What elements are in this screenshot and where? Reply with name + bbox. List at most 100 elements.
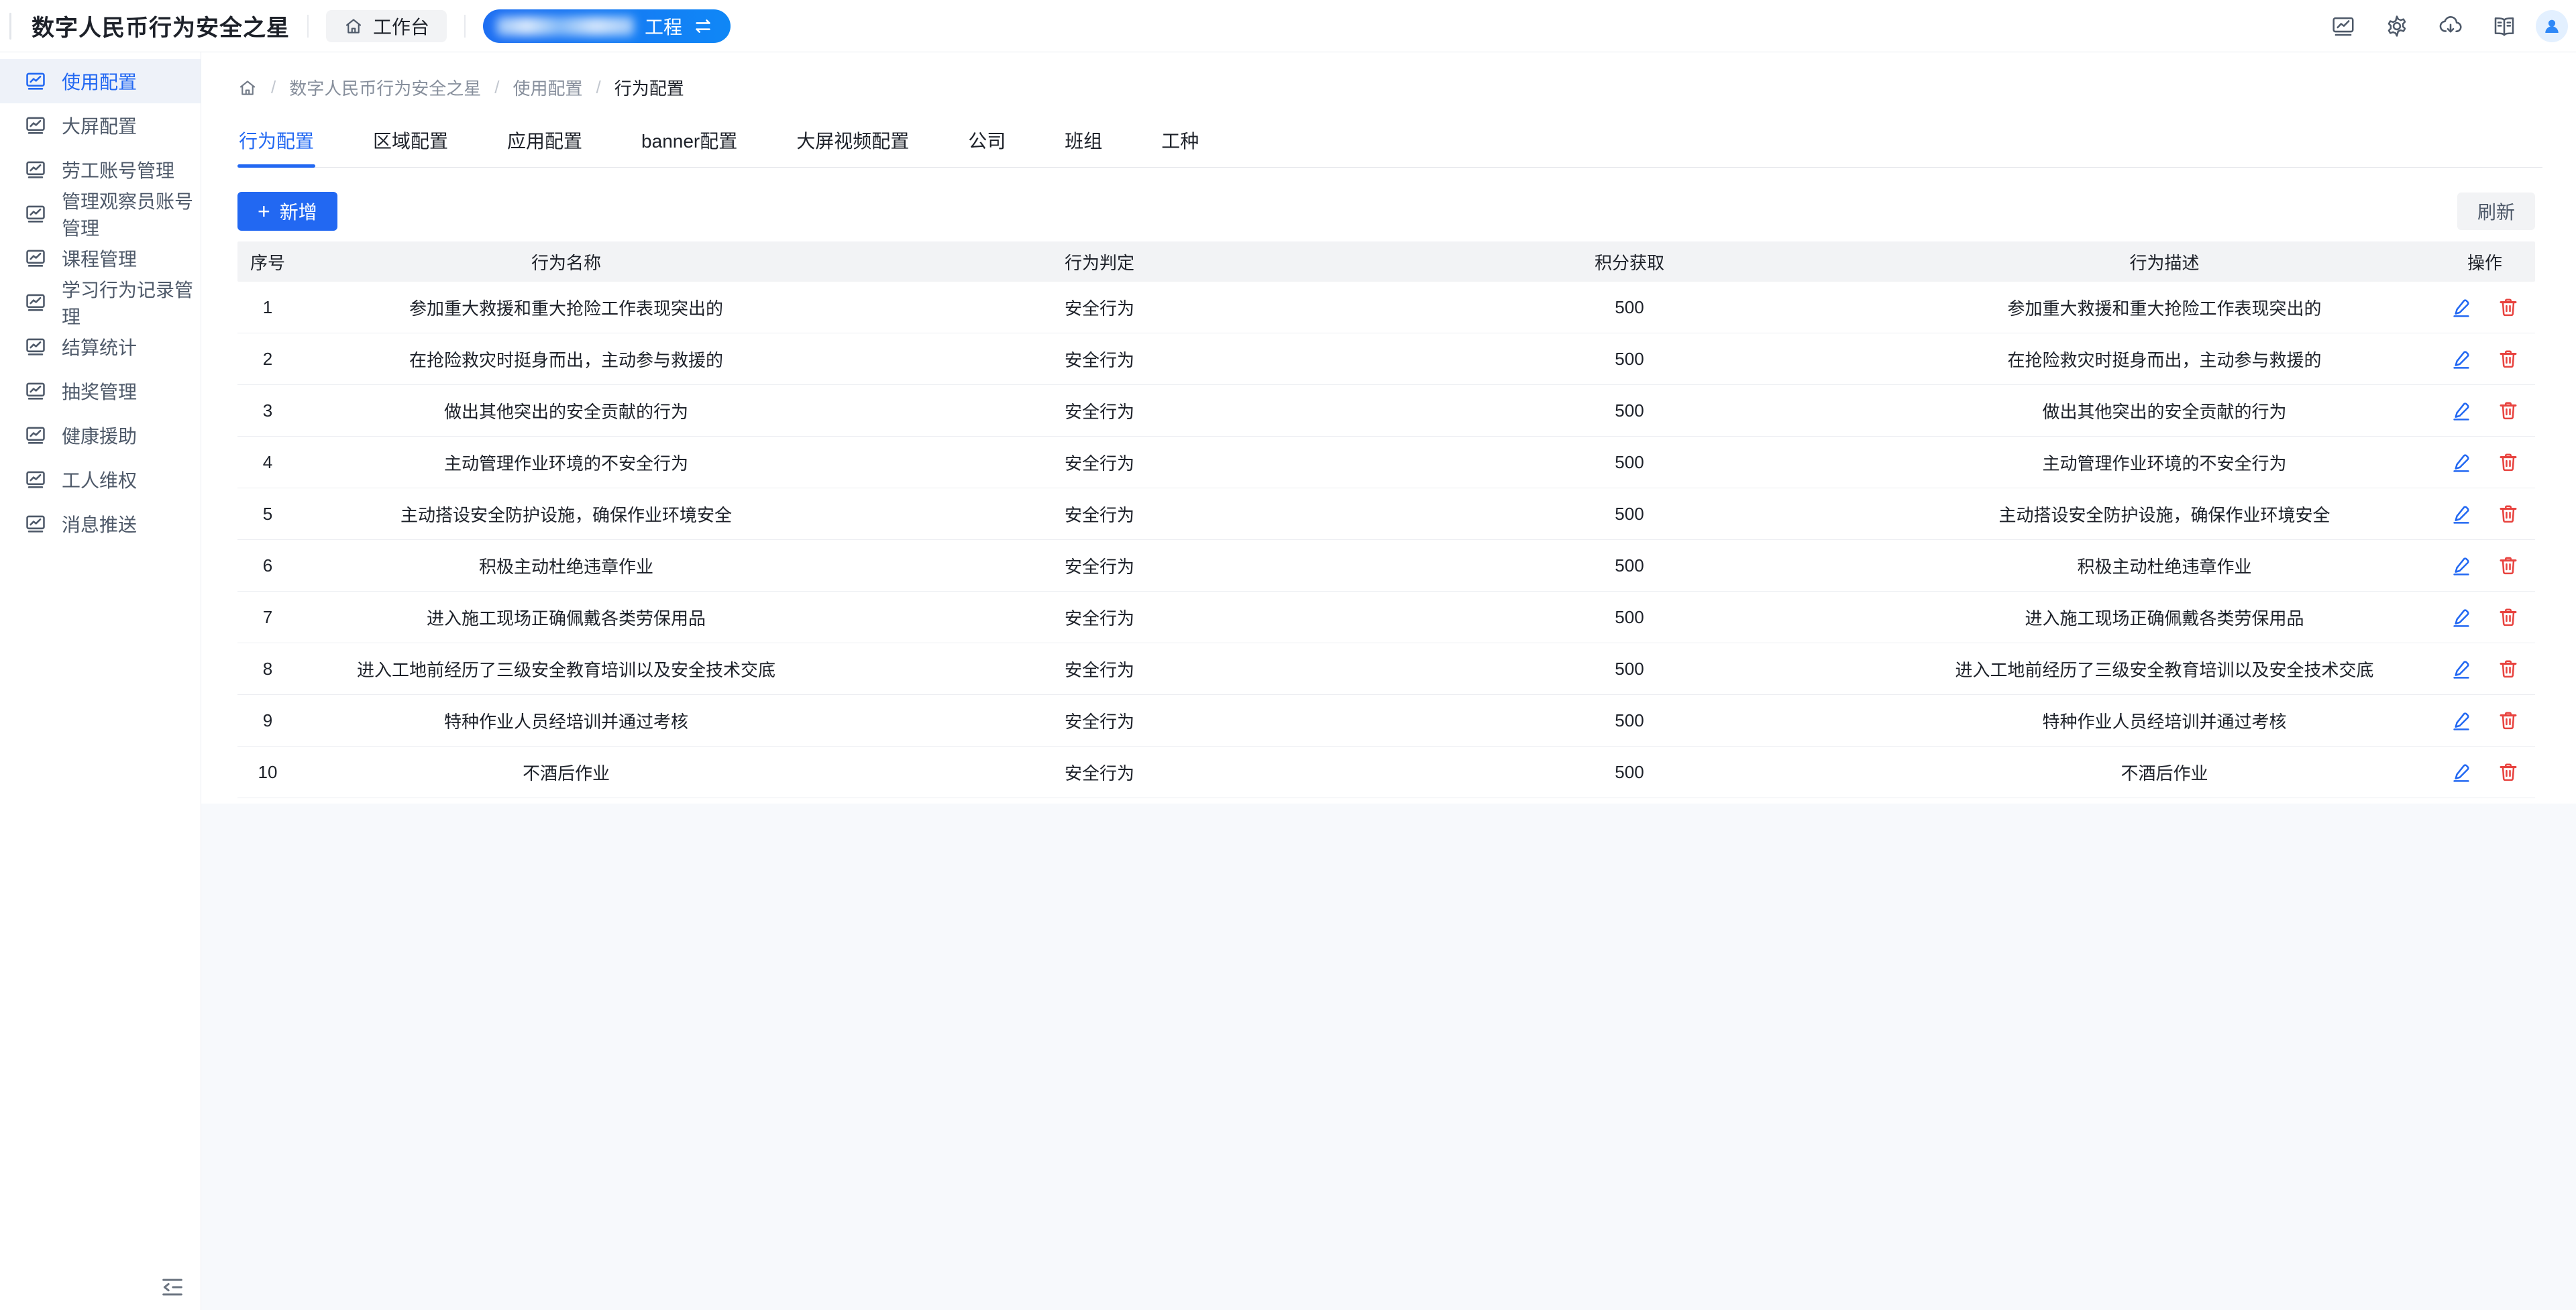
edit-row-button[interactable] — [2451, 503, 2472, 525]
table-body: 1 参加重大救援和重大抢险工作表现突出的 安全行为 500 参加重大救援和重大抢险工作表… — [237, 282, 2535, 798]
delete-row-button[interactable] — [2498, 606, 2519, 628]
sidebar-item[interactable]: 工人维权 — [0, 457, 201, 502]
sidebar-item-label: 管理观察员账号管理 — [62, 191, 194, 239]
sidebar-item[interactable]: 抽奖管理 — [0, 369, 201, 413]
edit-row-button[interactable] — [2451, 710, 2472, 731]
edit-row-button[interactable] — [2451, 555, 2472, 576]
cloud-download-icon[interactable] — [2438, 13, 2463, 39]
behavior-name-cell: 在抢险救灾时挺身而出，主动参与救援的 — [409, 349, 723, 370]
sidebar-item[interactable]: 结算统计 — [0, 325, 201, 369]
column-header: 行为描述 — [2129, 252, 2200, 273]
docs-icon[interactable] — [2491, 13, 2517, 39]
points-cell: 500 — [1615, 761, 1644, 782]
dashboard-icon[interactable] — [2330, 13, 2356, 39]
tab-区域配置[interactable]: 区域配置 — [373, 131, 449, 152]
sidebar-item[interactable]: 劳工账号管理 — [0, 148, 201, 192]
table-row: 5 主动搭设安全防护设施，确保作业环境安全 安全行为 500 主动搭设安全防护设施，确保… — [237, 488, 2535, 540]
row-index: 3 — [262, 400, 273, 421]
behavior-desc-cell: 在抢险救灾时挺身而出，主动参与救援的 — [2007, 349, 2322, 370]
sidebar-item[interactable]: 消息推送 — [0, 502, 201, 546]
sidebar-item-label: 课程管理 — [62, 249, 138, 270]
row-index: 8 — [262, 658, 273, 679]
breadcrumb-separator: / — [271, 77, 276, 97]
topbar: 数字人民币行为安全之星 工作台 工程 — [0, 0, 2576, 52]
sidebar-item[interactable]: 使用配置 — [0, 59, 201, 103]
breadcrumb-item[interactable]: 数字人民币行为安全之星 — [289, 78, 482, 99]
row-actions — [2434, 348, 2535, 370]
points-cell: 500 — [1615, 451, 1644, 472]
delete-row-button[interactable] — [2498, 451, 2519, 473]
row-actions — [2434, 555, 2535, 576]
sidebar-item[interactable]: 课程管理 — [0, 236, 201, 280]
delete-row-button[interactable] — [2498, 400, 2519, 421]
add-button-label: 新增 — [279, 202, 317, 223]
sidebar-item[interactable]: 学习行为记录管理 — [0, 280, 201, 327]
breadcrumb: / 数字人民币行为安全之星 / 使用配置 / 行为配置 — [237, 52, 2542, 100]
refresh-button[interactable]: 刷新 — [2457, 193, 2535, 230]
behavior-judge-cell: 安全行为 — [1064, 349, 1134, 370]
row-actions — [2434, 606, 2535, 628]
sidebar-item-label: 抽奖管理 — [62, 382, 138, 402]
sidebar-item-label: 结算统计 — [62, 337, 138, 358]
table-row: 8 进入工地前经历了三级安全教育培训以及安全技术交底 安全行为 500 进入工地前经历了… — [237, 643, 2535, 695]
monitor-icon — [24, 203, 47, 225]
home-icon[interactable] — [237, 78, 258, 98]
breadcrumb-item: 行为配置 — [614, 78, 684, 99]
row-index: 9 — [262, 710, 273, 730]
edit-row-button[interactable] — [2451, 296, 2472, 318]
behavior-judge-cell: 安全行为 — [1064, 659, 1134, 680]
points-cell: 500 — [1615, 348, 1644, 369]
tab-大屏视频配置[interactable]: 大屏视频配置 — [796, 131, 910, 152]
workbench-button[interactable]: 工作台 — [326, 9, 447, 42]
edit-row-button[interactable] — [2451, 451, 2472, 473]
points-cell: 500 — [1615, 503, 1644, 524]
tab-行为配置[interactable]: 行为配置 — [237, 127, 316, 168]
project-name-suffix: 工程 — [645, 16, 683, 38]
delete-row-button[interactable] — [2498, 296, 2519, 318]
monitor-icon — [24, 114, 47, 137]
delete-row-button[interactable] — [2498, 555, 2519, 576]
row-actions — [2434, 761, 2535, 783]
edit-row-button[interactable] — [2451, 761, 2472, 783]
table-row: 1 参加重大救援和重大抢险工作表现突出的 安全行为 500 参加重大救援和重大抢险工作表… — [237, 282, 2535, 333]
delete-row-button[interactable] — [2498, 348, 2519, 370]
row-actions — [2434, 296, 2535, 318]
settings-icon[interactable] — [2384, 13, 2410, 39]
behavior-name-cell: 主动搭设安全防护设施，确保作业环境安全 — [400, 504, 732, 525]
tab-班组[interactable]: 班组 — [1065, 131, 1103, 152]
delete-row-button[interactable] — [2498, 503, 2519, 525]
collapse-sidebar-button[interactable] — [159, 1274, 186, 1301]
tab-banner配置[interactable]: banner配置 — [641, 131, 738, 152]
behavior-judge-cell: 安全行为 — [1064, 504, 1134, 525]
sidebar-item[interactable]: 健康援助 — [0, 413, 201, 457]
sidebar-item[interactable]: 大屏配置 — [0, 103, 201, 148]
row-index: 7 — [262, 606, 273, 627]
delete-row-button[interactable] — [2498, 658, 2519, 679]
monitor-icon — [24, 424, 47, 447]
column-header: 序号 — [250, 252, 285, 273]
edit-row-button[interactable] — [2451, 400, 2472, 421]
breadcrumb-item[interactable]: 使用配置 — [513, 78, 583, 99]
behavior-name-cell: 积极主动杜绝违章作业 — [478, 556, 653, 577]
project-switcher-button[interactable]: 工程 — [483, 9, 731, 43]
edit-row-button[interactable] — [2451, 658, 2472, 679]
edit-row-button[interactable] — [2451, 348, 2472, 370]
behavior-table: 序号 行为名称 行为判定 积分获取 行为描述 操作 1 参加重大救援和重大抢险工作表现突出的… — [237, 241, 2535, 798]
monitor-icon — [24, 380, 47, 402]
user-avatar[interactable] — [2536, 9, 2568, 42]
sidebar-item[interactable]: 管理观察员账号管理 — [0, 191, 201, 239]
column-header: 操作 — [2467, 252, 2502, 273]
row-index: 10 — [258, 761, 278, 782]
tab-工种[interactable]: 工种 — [1161, 131, 1199, 152]
add-button[interactable]: + 新增 — [237, 192, 337, 231]
row-index: 4 — [262, 451, 273, 472]
breadcrumb-separator: / — [596, 77, 601, 97]
tab-公司[interactable]: 公司 — [968, 131, 1006, 152]
table-row: 6 积极主动杜绝违章作业 安全行为 500 积极主动杜绝违章作业 — [237, 540, 2535, 592]
menu-fold-icon — [159, 1274, 186, 1301]
home-icon — [343, 16, 364, 36]
delete-row-button[interactable] — [2498, 710, 2519, 731]
edit-row-button[interactable] — [2451, 606, 2472, 628]
delete-row-button[interactable] — [2498, 761, 2519, 783]
tab-应用配置[interactable]: 应用配置 — [507, 131, 583, 152]
